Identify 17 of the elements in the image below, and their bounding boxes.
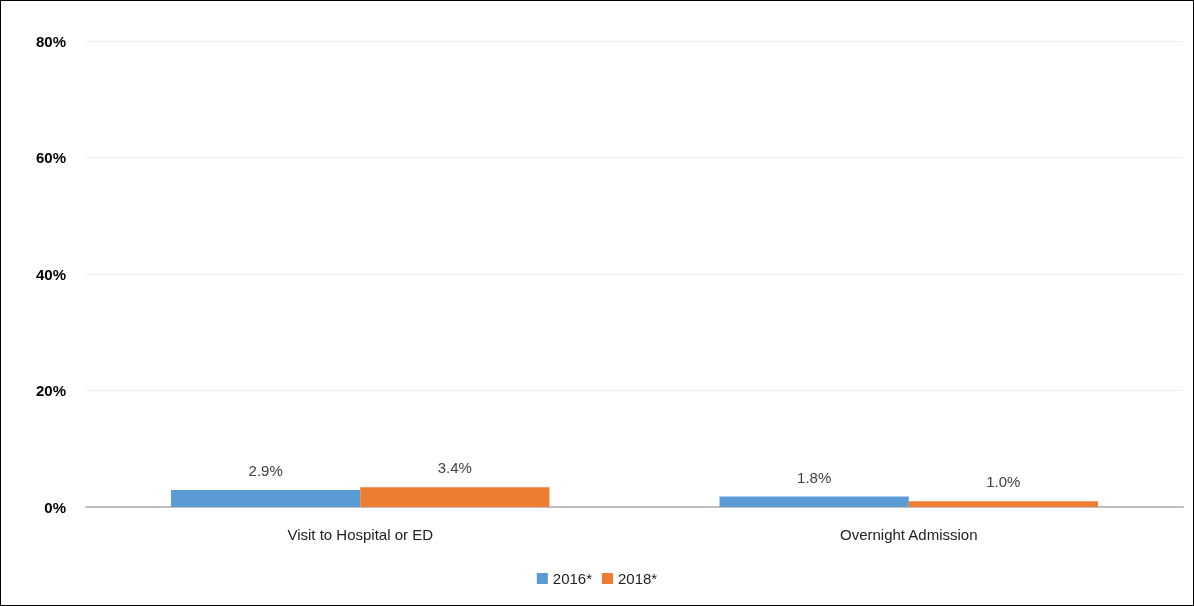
y-tick-label: 40% [35, 265, 66, 283]
data-label: 1.0% [986, 473, 1021, 491]
y-tick-label: 80% [35, 32, 66, 50]
data-label: 3.4% [437, 459, 472, 477]
legend-label: 2018* [618, 570, 658, 587]
y-tick-label: 60% [35, 149, 66, 166]
y-tick-label: 20% [35, 382, 66, 399]
x-tick-label: Visit to Hospital or ED [287, 526, 434, 543]
bar [360, 487, 550, 507]
y-tick-label: 0% [44, 498, 66, 516]
data-label: 1.8% [797, 468, 832, 486]
legend-label: 2016* [552, 570, 593, 587]
bar [171, 490, 361, 507]
data-label: 2.9% [248, 462, 283, 480]
bar [908, 501, 1098, 507]
bar [719, 496, 909, 507]
x-tick-label: Overnight Admission [839, 526, 978, 543]
